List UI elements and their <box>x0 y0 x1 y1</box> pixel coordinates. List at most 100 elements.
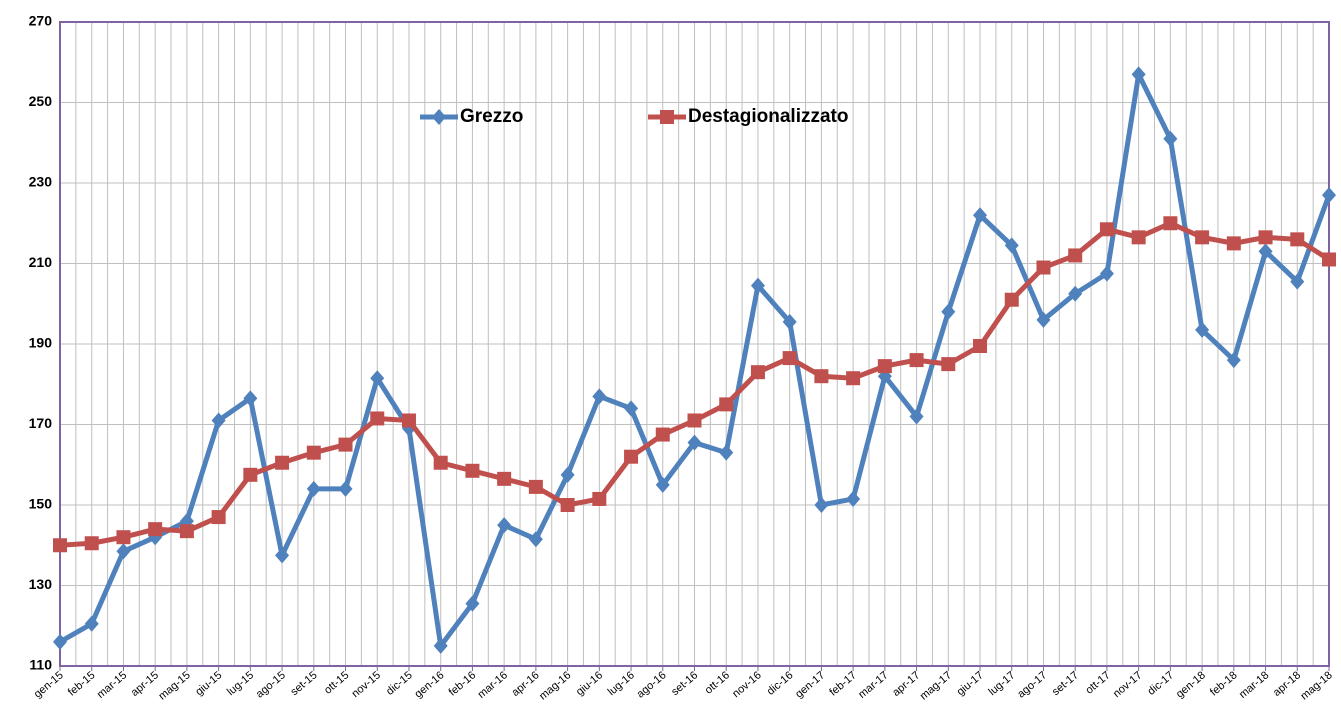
x-tick-label: mar-18 <box>1237 669 1271 701</box>
marker <box>465 595 480 612</box>
marker <box>148 522 163 537</box>
marker <box>1068 285 1083 302</box>
marker <box>1258 243 1273 260</box>
x-tick-label: dic-17 <box>1146 669 1177 697</box>
marker <box>687 413 702 428</box>
marker <box>53 538 67 553</box>
marker <box>433 455 448 470</box>
marker <box>401 413 416 428</box>
marker <box>1036 311 1051 328</box>
x-tick-label: dic-16 <box>765 669 796 697</box>
x-tick-label: nov-15 <box>350 669 383 700</box>
x-tick-label: ott-15 <box>322 669 351 696</box>
x-tick-label: giu-16 <box>574 669 605 698</box>
marker <box>275 547 290 564</box>
marker <box>1004 292 1019 307</box>
x-tick-label: gen-16 <box>413 669 447 700</box>
x-tick-label: mag-15 <box>156 669 192 702</box>
x-tick-label: mar-16 <box>476 669 510 701</box>
x-tick-label: lug-15 <box>225 669 256 698</box>
x-tick-label: ott-17 <box>1083 669 1112 696</box>
marker <box>941 303 956 320</box>
marker <box>116 530 131 545</box>
marker <box>624 400 639 417</box>
marker <box>1195 321 1210 338</box>
marker <box>243 467 258 482</box>
x-tick-label: set-17 <box>1050 669 1081 698</box>
marker <box>370 411 385 426</box>
marker <box>1290 273 1305 290</box>
marker <box>306 445 321 460</box>
x-tick-label: feb-15 <box>66 669 98 698</box>
x-tick-label: lug-17 <box>986 669 1017 698</box>
x-tick-label: ott-16 <box>703 669 732 696</box>
marker <box>1099 265 1114 282</box>
marker <box>497 517 512 534</box>
marker <box>1322 187 1336 204</box>
marker <box>465 463 480 478</box>
legend-label: Grezzo <box>460 106 523 127</box>
x-tick-label: giu-17 <box>955 669 986 698</box>
marker <box>624 449 639 464</box>
marker <box>1131 66 1146 83</box>
x-tick-label: gen-18 <box>1174 669 1208 700</box>
marker <box>750 277 765 294</box>
marker <box>1226 236 1241 251</box>
marker <box>528 479 543 494</box>
marker <box>750 365 765 380</box>
legend-marker <box>660 110 674 124</box>
x-tick-label: nov-17 <box>1111 669 1144 700</box>
marker <box>497 471 512 486</box>
marker <box>1004 237 1019 254</box>
marker <box>338 480 353 497</box>
marker <box>909 353 924 368</box>
marker <box>814 369 829 384</box>
marker <box>655 476 670 493</box>
marker <box>1226 352 1241 369</box>
marker <box>846 490 861 507</box>
marker <box>846 371 861 386</box>
y-tick-label: 130 <box>29 576 53 592</box>
marker <box>1068 248 1083 263</box>
marker <box>719 444 734 461</box>
x-tick-label: ago-16 <box>635 669 669 700</box>
x-tick-label: ago-17 <box>1015 669 1049 700</box>
marker <box>973 207 988 224</box>
x-tick-label: feb-17 <box>827 669 859 698</box>
x-tick-label: feb-18 <box>1208 669 1240 698</box>
y-tick-label: 150 <box>29 496 53 512</box>
y-tick-label: 250 <box>29 93 53 109</box>
marker <box>528 531 543 548</box>
marker <box>243 390 258 407</box>
x-tick-label: set-16 <box>669 669 700 698</box>
marker <box>211 412 226 429</box>
marker <box>84 536 99 551</box>
marker <box>1163 130 1178 147</box>
marker <box>370 370 385 387</box>
marker <box>592 491 607 506</box>
x-tick-label: mag-16 <box>537 669 573 702</box>
marker <box>719 397 734 412</box>
marker <box>84 615 99 632</box>
marker <box>560 466 575 483</box>
marker <box>782 351 797 366</box>
y-tick-label: 190 <box>29 335 53 351</box>
legend-label: Destagionalizzato <box>688 106 848 127</box>
marker <box>687 434 702 451</box>
marker <box>1195 230 1210 245</box>
x-tick-label: ago-15 <box>254 669 288 700</box>
x-tick-label: lug-16 <box>606 669 637 698</box>
y-tick-label: 170 <box>29 415 53 431</box>
x-tick-label: nov-16 <box>730 669 763 700</box>
marker <box>973 339 988 354</box>
marker <box>1131 230 1146 245</box>
marker <box>782 313 797 330</box>
x-tick-label: gen-15 <box>32 669 66 700</box>
marker <box>275 455 290 470</box>
y-tick-label: 230 <box>29 174 53 190</box>
marker <box>1290 232 1305 247</box>
x-tick-label: mag-18 <box>1299 669 1335 702</box>
marker <box>1163 216 1178 231</box>
marker <box>909 408 924 425</box>
